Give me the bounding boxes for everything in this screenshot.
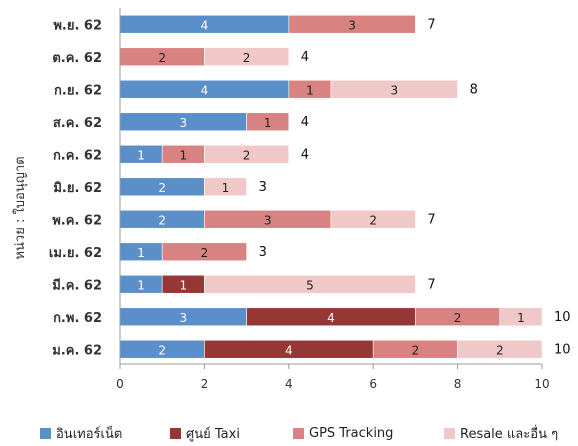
- segment-value-label: 2: [369, 213, 377, 227]
- category-labels: พ.ย. 62 ต.ค. 62 ก.ย. 62 ส.ค. 62 ก.ค. 62 มิ.ย.…: [49, 18, 102, 358]
- bar-segment: [330, 209, 416, 229]
- segment-value-label: 3: [179, 116, 187, 130]
- bar-segment: [204, 274, 416, 294]
- category-label: ก.ค. 62: [53, 148, 102, 163]
- bar-segment: [204, 47, 290, 67]
- segment-value-label: 4: [327, 311, 335, 325]
- legend-swatch: [170, 427, 181, 439]
- legend-label: GPS Tracking: [309, 425, 394, 441]
- legend-label: อินเทอร์เน็ต: [56, 426, 123, 442]
- total-label: 10: [554, 310, 571, 325]
- segment-value-label: 1: [264, 116, 272, 130]
- legend: อินเทอร์เน็ต ศูนย์ Taxi GPS Tracking Resale…: [0, 421, 578, 445]
- segment-value-label: 2: [158, 181, 166, 195]
- total-label: 7: [427, 277, 435, 292]
- segment-value-label: 1: [179, 278, 187, 292]
- category-label: ต.ค. 62: [52, 51, 102, 66]
- segment-value-label: 1: [137, 148, 145, 162]
- x-tick-label: 0: [116, 377, 124, 391]
- segment-value-label: 2: [243, 148, 251, 162]
- legend-item: ศูนย์ Taxi: [170, 421, 240, 445]
- bar-segment: [457, 339, 543, 359]
- y-axis-label: หน่วย : ใบอนุญาต: [12, 156, 28, 259]
- segment-value-labels: 4 3 2 2 4 1 3 3 1 1 1 2 2 1 2 3 2 1 2 1 1 5 3 4 2 1 2 4 2 2: [137, 18, 524, 357]
- bar-segment: [204, 177, 247, 197]
- legend-swatch: [40, 427, 51, 439]
- bar-segment: [161, 242, 247, 262]
- segment-value-label: 2: [158, 343, 166, 357]
- x-tick-label: 2: [201, 377, 209, 391]
- category-label: ก.พ. 62: [53, 311, 102, 326]
- x-tick-label: 4: [285, 377, 293, 391]
- total-label: 4: [301, 147, 309, 162]
- x-tick-labels: 0 2 4 6 8 10: [116, 364, 550, 391]
- segment-value-label: 2: [412, 343, 420, 357]
- segment-value-label: 2: [496, 343, 504, 357]
- segment-value-label: 3: [348, 18, 356, 32]
- legend-swatch: [293, 427, 304, 439]
- segment-value-label: 1: [222, 181, 230, 195]
- total-label: 7: [427, 212, 435, 227]
- segment-value-label: 1: [137, 246, 145, 260]
- total-label: 4: [301, 115, 309, 130]
- segment-value-label: 2: [243, 51, 251, 65]
- segment-value-label: 5: [306, 278, 314, 292]
- segment-value-label: 1: [137, 278, 145, 292]
- segment-value-label: 3: [179, 311, 187, 325]
- total-label: 3: [259, 180, 267, 195]
- segment-value-label: 2: [158, 51, 166, 65]
- legend-item: GPS Tracking: [293, 421, 393, 445]
- segment-value-label: 1: [517, 311, 525, 325]
- bar-segments: [119, 14, 543, 359]
- total-label: 10: [554, 342, 571, 357]
- category-label: ม.ค. 62: [52, 343, 102, 358]
- bar-segment: [246, 112, 290, 132]
- segment-value-label: 1: [306, 83, 314, 97]
- bar-segment: [330, 79, 458, 99]
- legend-swatch: [444, 427, 455, 439]
- category-label: ก.ย. 62: [54, 83, 102, 98]
- segment-value-label: 4: [201, 83, 209, 97]
- total-label: 4: [301, 50, 309, 65]
- x-tick-label: 8: [454, 377, 462, 391]
- total-label: 7: [427, 17, 435, 32]
- category-label: พ.ค. 62: [52, 213, 102, 228]
- legend-item: Resale และอื่น ๆ: [444, 421, 558, 445]
- total-label: 8: [470, 82, 478, 97]
- bar-segment: [288, 14, 416, 34]
- segment-value-label: 3: [390, 83, 398, 97]
- bar-segment: [499, 307, 543, 327]
- total-labels: 7 4 8 4 4 3 7 3 7 10 10: [259, 17, 571, 357]
- category-label: มี.ค. 62: [52, 277, 102, 293]
- segment-value-label: 4: [201, 18, 209, 32]
- segment-value-label: 1: [179, 148, 187, 162]
- segment-value-label: 3: [264, 213, 272, 227]
- segment-value-label: 2: [201, 246, 209, 260]
- category-label: เม.ย. 62: [49, 246, 102, 261]
- x-tick-label: 10: [534, 377, 549, 391]
- stacked-bar-chart: พ.ย. 62 ต.ค. 62 ก.ย. 62 ส.ค. 62 ก.ค. 62 มิ.ย.…: [12, 8, 571, 391]
- legend-label: Resale และอื่น ๆ: [460, 426, 559, 442]
- bar-segment: [204, 144, 290, 164]
- legend-item: อินเทอร์เน็ต: [40, 421, 122, 445]
- category-label: มิ.ย. 62: [53, 181, 102, 196]
- x-tick-label: 6: [369, 377, 377, 391]
- segment-value-label: 4: [285, 343, 293, 357]
- category-label: ส.ค. 62: [53, 116, 102, 131]
- total-label: 3: [259, 245, 267, 260]
- legend-label: ศูนย์ Taxi: [186, 426, 240, 442]
- category-label: พ.ย. 62: [53, 18, 102, 33]
- segment-value-label: 2: [454, 311, 462, 325]
- segment-value-label: 2: [158, 213, 166, 227]
